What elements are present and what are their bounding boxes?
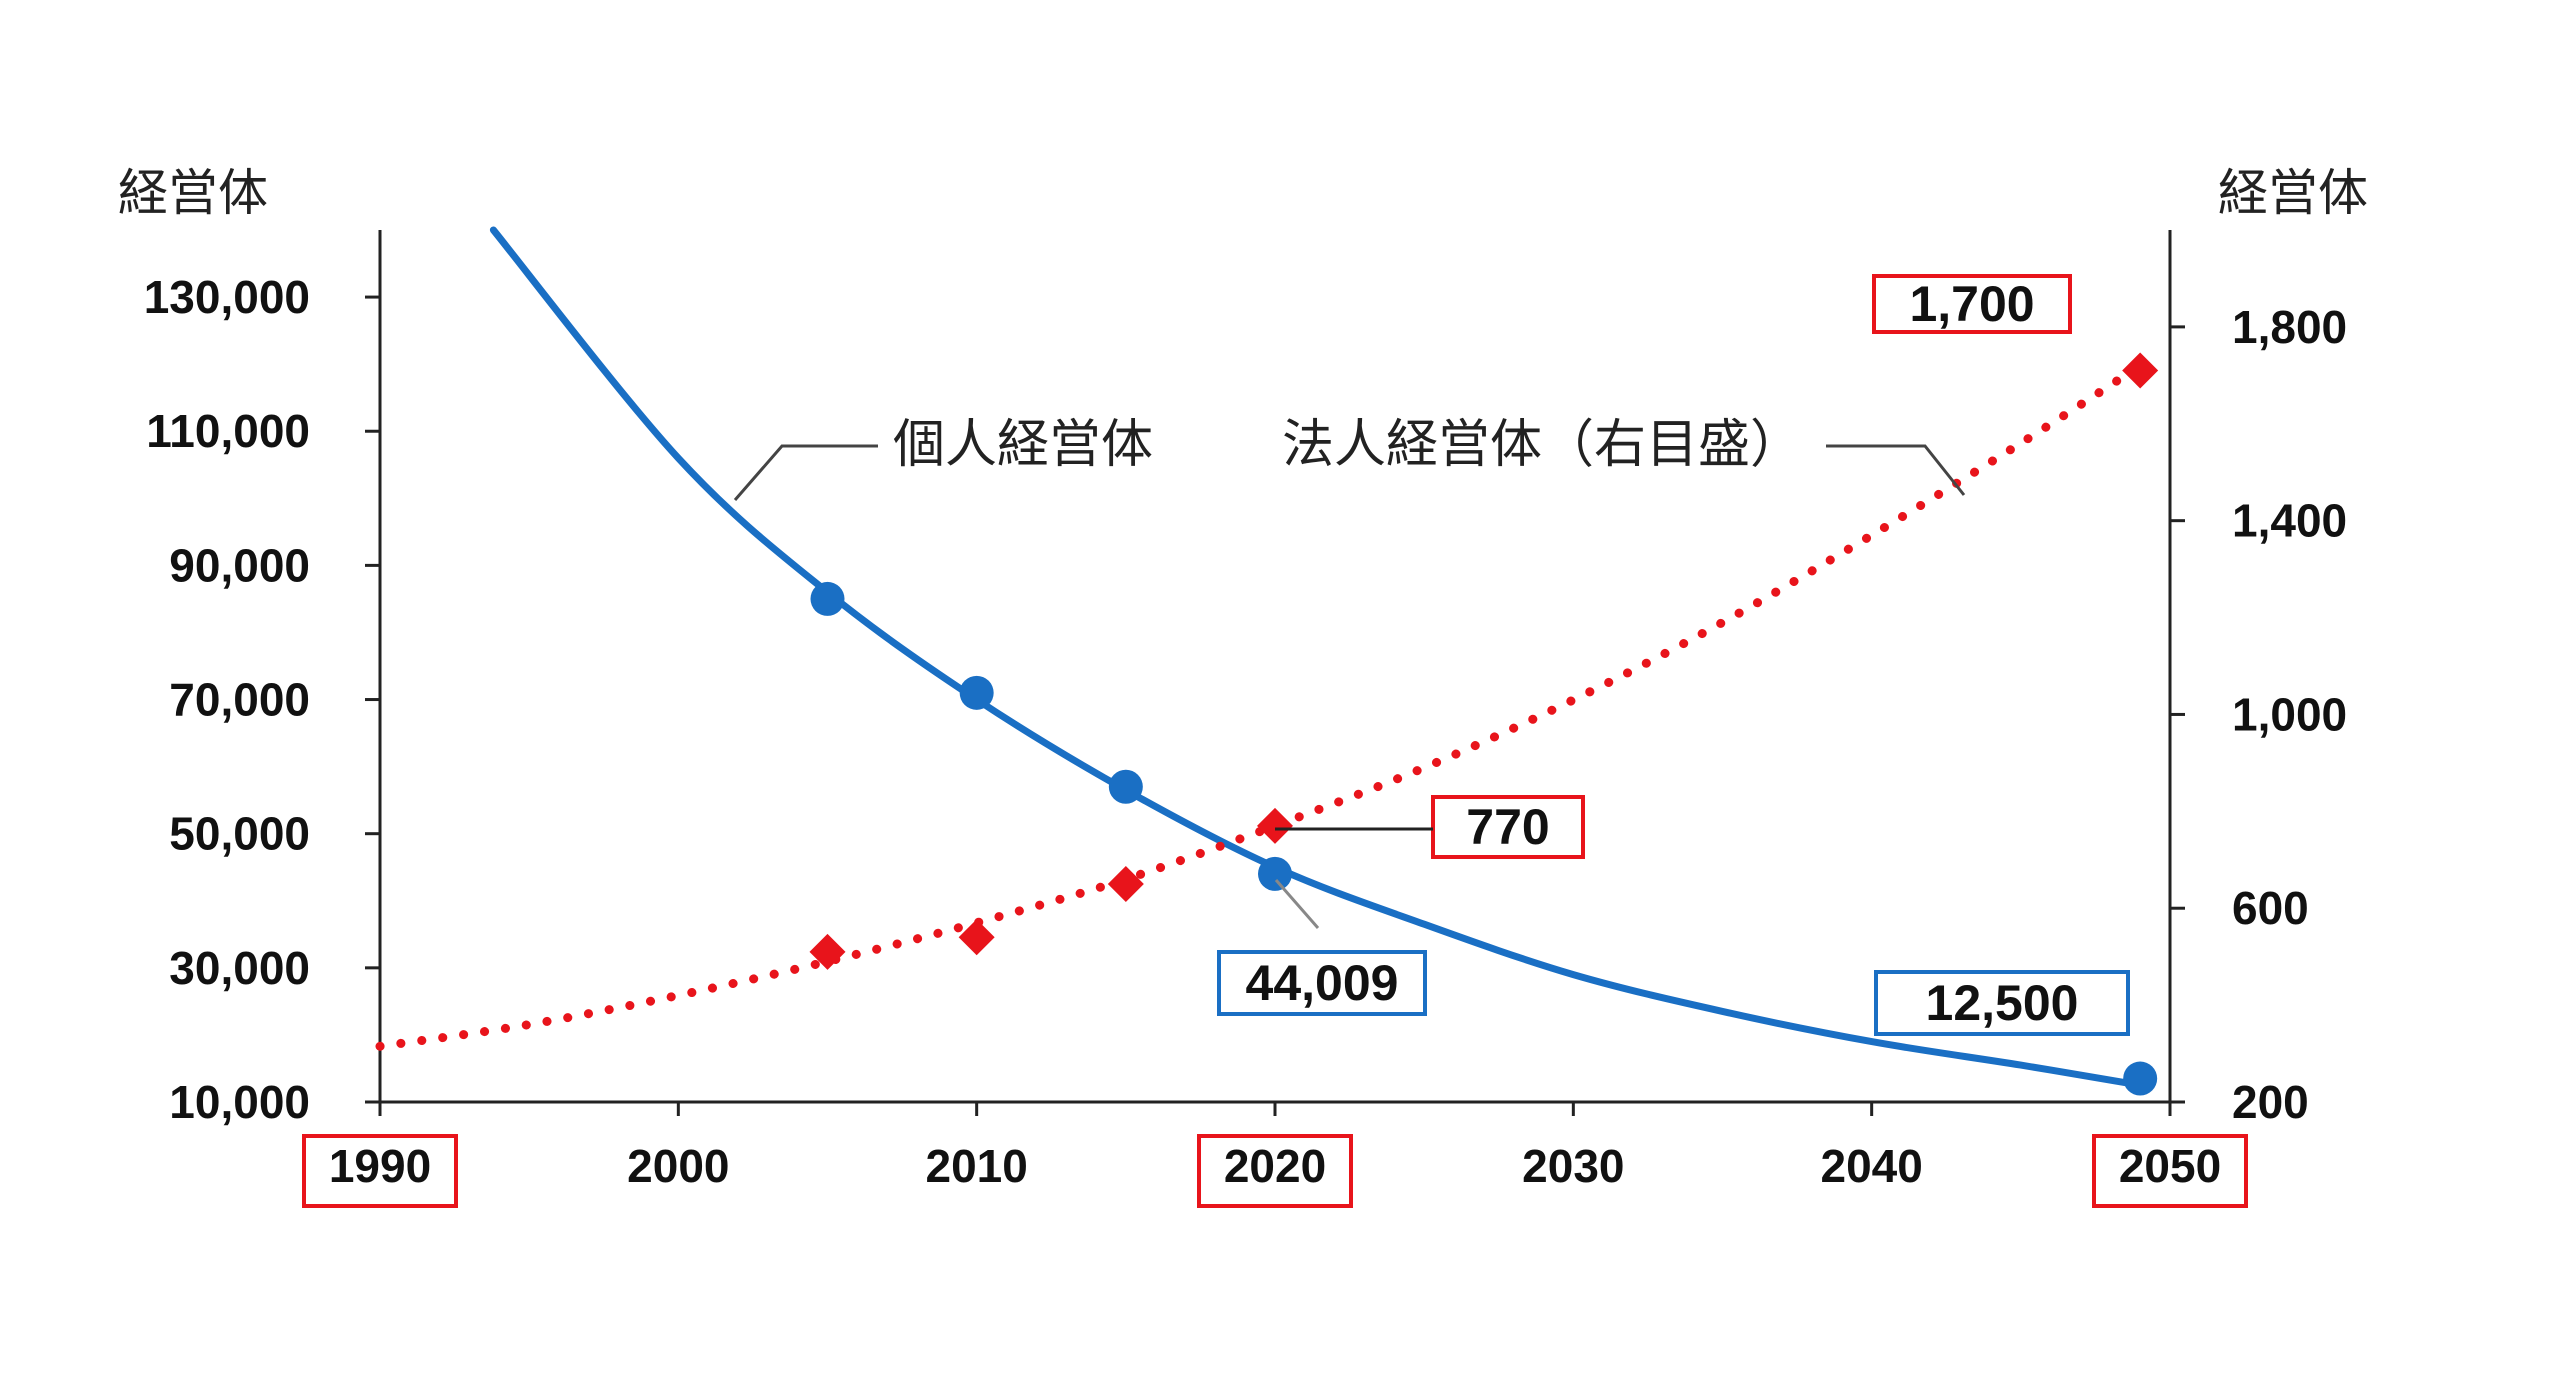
value-callout-box [1874, 970, 2130, 1036]
series-label-corporate: 法人経営体（右目盛） [1282, 415, 1802, 475]
left-tick-label: 130,000 [144, 271, 310, 323]
value-callout-label: 770 [1466, 799, 1549, 855]
individual-data-point [2123, 1061, 2158, 1096]
labels: 経営体 経営体 個人経営体 法人経営体（右目盛） [118, 164, 2368, 501]
right-tick-label: 1,400 [2232, 495, 2347, 547]
axes: 10,000 30,000 50,000 70,000 90,000 110,000 130… [144, 230, 2347, 1208]
corporate-data-point [2122, 352, 2159, 389]
right-tick-label: 1,800 [2232, 301, 2347, 353]
right-tick-label: 600 [2232, 882, 2309, 934]
x-tick-highlight-box [1197, 1134, 1353, 1208]
value-callout-box [1431, 795, 1585, 859]
individual-data-point [959, 675, 994, 710]
x-tick-label: 2050 [2119, 1140, 2221, 1192]
x-tick-label: 2040 [1820, 1140, 1922, 1192]
corporate-data-point [1257, 807, 1293, 844]
x-tick-label: 2000 [627, 1140, 729, 1192]
x-tick-highlight-box [2092, 1134, 2248, 1208]
left-tick-label: 50,000 [169, 808, 310, 860]
left-tick-label: 10,000 [169, 1076, 310, 1128]
left-tick-label: 90,000 [169, 539, 310, 591]
series-label-individual: 個人経営体 [893, 415, 1153, 475]
value-callout-label: 44,009 [1246, 955, 1399, 1011]
x-tick-label: 2030 [1522, 1140, 1624, 1192]
individual-trend-line [489, 226, 2144, 1089]
value-callout-label: 1,700 [1909, 276, 2034, 332]
corporate-data-point [809, 933, 846, 970]
individual-data-point [810, 581, 845, 616]
value-callout-label: 12,500 [1926, 975, 2079, 1031]
value-callout-box [1872, 274, 2072, 334]
individual-data-point [1258, 856, 1292, 891]
callout-leader-44009 [1274, 879, 1320, 929]
trend-lines [375, 226, 2145, 1089]
corporate-label-leader [1826, 444, 1966, 496]
right-axis-unit: 経営体 [2218, 164, 2368, 222]
left-axis-unit: 経営体 [118, 164, 268, 222]
x-tick-label: 2010 [925, 1140, 1027, 1192]
value-callout-box [1217, 950, 1427, 1016]
data-markers [809, 352, 2159, 1096]
corporate-trend-line [375, 361, 2145, 1051]
individual-label-leader [733, 444, 878, 501]
corporate-data-point [1107, 866, 1144, 902]
right-tick-label: 200 [2232, 1076, 2309, 1128]
left-tick-label: 110,000 [146, 405, 310, 457]
callouts: 1,700 770 44,009 12,500 [1217, 274, 2130, 1036]
x-tick-label: 1990 [329, 1140, 431, 1192]
x-tick-label: 2020 [1224, 1140, 1326, 1192]
x-tick-highlight-box [302, 1134, 458, 1208]
corporate-data-point [958, 919, 995, 956]
left-tick-label: 70,000 [169, 674, 310, 726]
left-tick-label: 30,000 [169, 942, 310, 994]
right-tick-label: 1,000 [2232, 688, 2347, 740]
individual-data-point [1108, 769, 1143, 804]
